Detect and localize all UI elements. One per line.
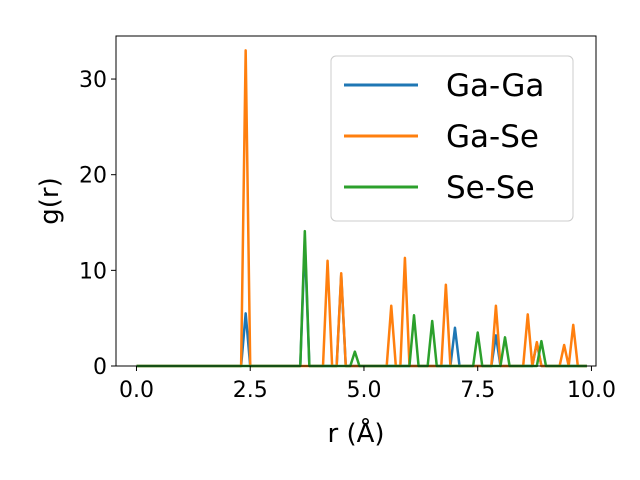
x-tick-label: 0.0 <box>119 378 154 403</box>
x-tick-label: 10.0 <box>567 378 616 403</box>
y-tick-label: 10 <box>79 259 107 284</box>
series-line-se-se <box>136 229 587 368</box>
plot-frame <box>115 35 597 367</box>
legend-label-ga-se: Ga-Se <box>446 119 539 155</box>
legend: Ga-Ga Ga-Se Se-Se <box>330 55 574 222</box>
x-tick-label: 5.0 <box>346 378 381 403</box>
legend-box <box>330 55 574 222</box>
x-tick-label: 7.5 <box>460 378 495 403</box>
y-axis-label: g(r) <box>35 177 65 224</box>
x-tick-label: 2.5 <box>233 378 268 403</box>
series-line-ga-ga <box>136 240 587 368</box>
y-tick-label: 20 <box>79 164 107 189</box>
x-axis-label: r (Å) <box>327 417 384 449</box>
y-tick-label: 0 <box>93 355 107 380</box>
legend-label-se-se: Se-Se <box>446 170 535 206</box>
y-axis: 0 10 20 30 <box>79 68 116 380</box>
legend-label-ga-ga: Ga-Ga <box>446 68 544 104</box>
y-tick-label: 30 <box>79 68 107 93</box>
x-axis: 0.0 2.5 5.0 7.5 10.0 <box>119 366 616 403</box>
